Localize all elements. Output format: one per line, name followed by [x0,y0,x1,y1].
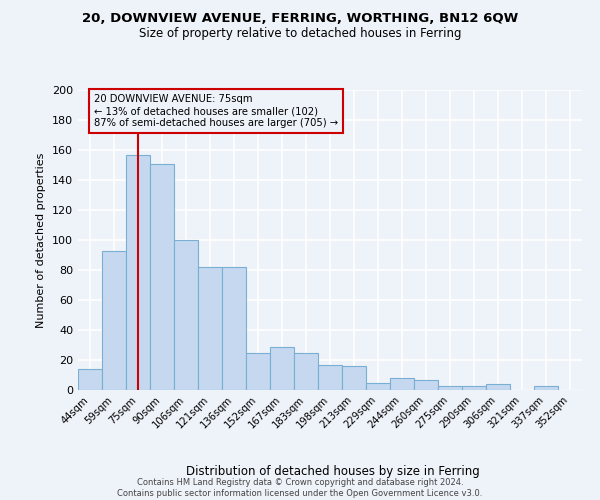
Bar [78,369,102,390]
Bar [102,250,126,390]
Text: 20, DOWNVIEW AVENUE, FERRING, WORTHING, BN12 6QW: 20, DOWNVIEW AVENUE, FERRING, WORTHING, … [82,12,518,26]
Bar [294,352,318,390]
Bar [126,154,150,390]
Text: Contains HM Land Registry data © Crown copyright and database right 2024.
Contai: Contains HM Land Registry data © Crown c… [118,478,482,498]
Bar [390,378,414,390]
Bar [270,346,294,390]
Y-axis label: Number of detached properties: Number of detached properties [37,152,46,328]
Bar [198,267,222,390]
Bar [366,382,390,390]
Bar [150,164,174,390]
Text: Distribution of detached houses by size in Ferring: Distribution of detached houses by size … [186,464,480,477]
Text: 20 DOWNVIEW AVENUE: 75sqm
← 13% of detached houses are smaller (102)
87% of semi: 20 DOWNVIEW AVENUE: 75sqm ← 13% of detac… [94,94,338,128]
Bar [342,366,366,390]
Bar [174,240,198,390]
Bar [414,380,438,390]
Bar [486,384,510,390]
Bar [222,267,246,390]
Bar [318,364,342,390]
Bar [462,386,486,390]
Bar [246,352,270,390]
Bar [534,386,558,390]
Bar [438,386,462,390]
Text: Size of property relative to detached houses in Ferring: Size of property relative to detached ho… [139,28,461,40]
